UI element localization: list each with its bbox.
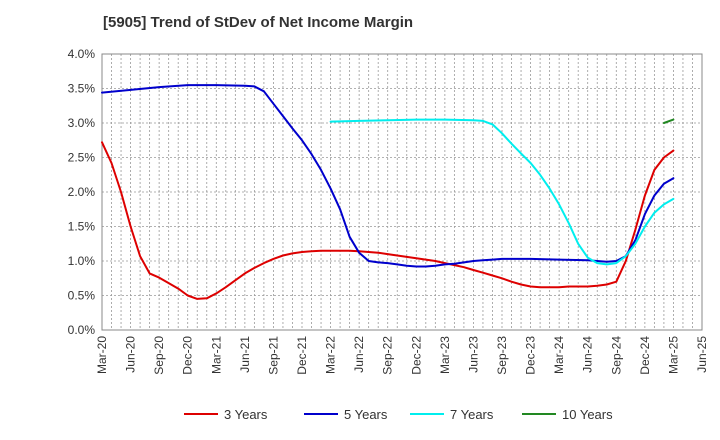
x-tick-label: Mar-25 (666, 336, 680, 374)
series-line-5-years (101, 84, 675, 268)
legend-label-5-years: 5 Years (344, 407, 388, 422)
x-tick-label: Jun-20 (124, 336, 138, 373)
series-line-3-years (101, 141, 675, 300)
x-tick-label: Mar-24 (552, 336, 566, 374)
x-axis: Mar-20 Jun-20 Sep-20 Dec-20 Mar-21 Jun-21 Sep-… (95, 336, 709, 375)
x-tick-label: Dec-21 (295, 336, 309, 375)
series-line-10-years (662, 118, 675, 124)
x-tick-label: Jun-25 (695, 336, 709, 373)
y-axis: 0.0% 0.5% 1.0% 1.5% 2.0% 2.5% 3.0% 3.5% 4.0% (68, 47, 96, 337)
x-tick-label: Sep-22 (381, 336, 395, 375)
x-tick-label: Mar-20 (95, 336, 109, 374)
plot-frame (101, 53, 703, 331)
legend-label-7-years: 7 Years (450, 407, 494, 422)
x-tick-label: Dec-22 (409, 336, 423, 375)
x-tick-label: Jun-23 (466, 336, 480, 373)
legend-label-3-years: 3 Years (224, 407, 268, 422)
y-tick-label: 0.0% (68, 323, 96, 337)
x-tick-label: Mar-22 (324, 336, 338, 374)
y-tick-label: 4.0% (68, 47, 96, 61)
x-tick-label: Sep-23 (495, 336, 509, 375)
x-tick-label: Mar-23 (438, 336, 452, 374)
legend-label-10-years: 10 Years (562, 407, 613, 422)
x-tick-label: Sep-24 (609, 336, 623, 375)
x-tick-label: Sep-21 (266, 336, 280, 375)
x-tick-label: Sep-20 (152, 336, 166, 375)
y-tick-label: 2.5% (68, 151, 96, 165)
x-tick-label: Mar-21 (209, 336, 223, 374)
grid-layer (101, 53, 703, 331)
y-tick-label: 2.0% (68, 185, 96, 199)
y-tick-label: 0.5% (68, 289, 96, 303)
y-tick-label: 1.5% (68, 220, 96, 234)
y-tick-label: 1.0% (68, 254, 96, 268)
y-tick-label: 3.5% (68, 82, 96, 96)
legend: 3 Years 5 Years 7 Years 10 Years (184, 407, 613, 422)
x-tick-label: Dec-24 (638, 336, 652, 375)
chart-title: [5905] Trend of StDev of Net Income Marg… (103, 14, 414, 31)
y-tick-label: 3.0% (68, 116, 96, 130)
x-tick-label: Jun-22 (352, 336, 366, 373)
x-tick-label: Dec-20 (181, 336, 195, 375)
x-tick-label: Dec-23 (524, 336, 538, 375)
series-line-7-years (329, 118, 675, 266)
x-tick-label: Jun-24 (581, 336, 595, 373)
x-tick-label: Jun-21 (238, 336, 252, 373)
series-layer (101, 84, 675, 300)
